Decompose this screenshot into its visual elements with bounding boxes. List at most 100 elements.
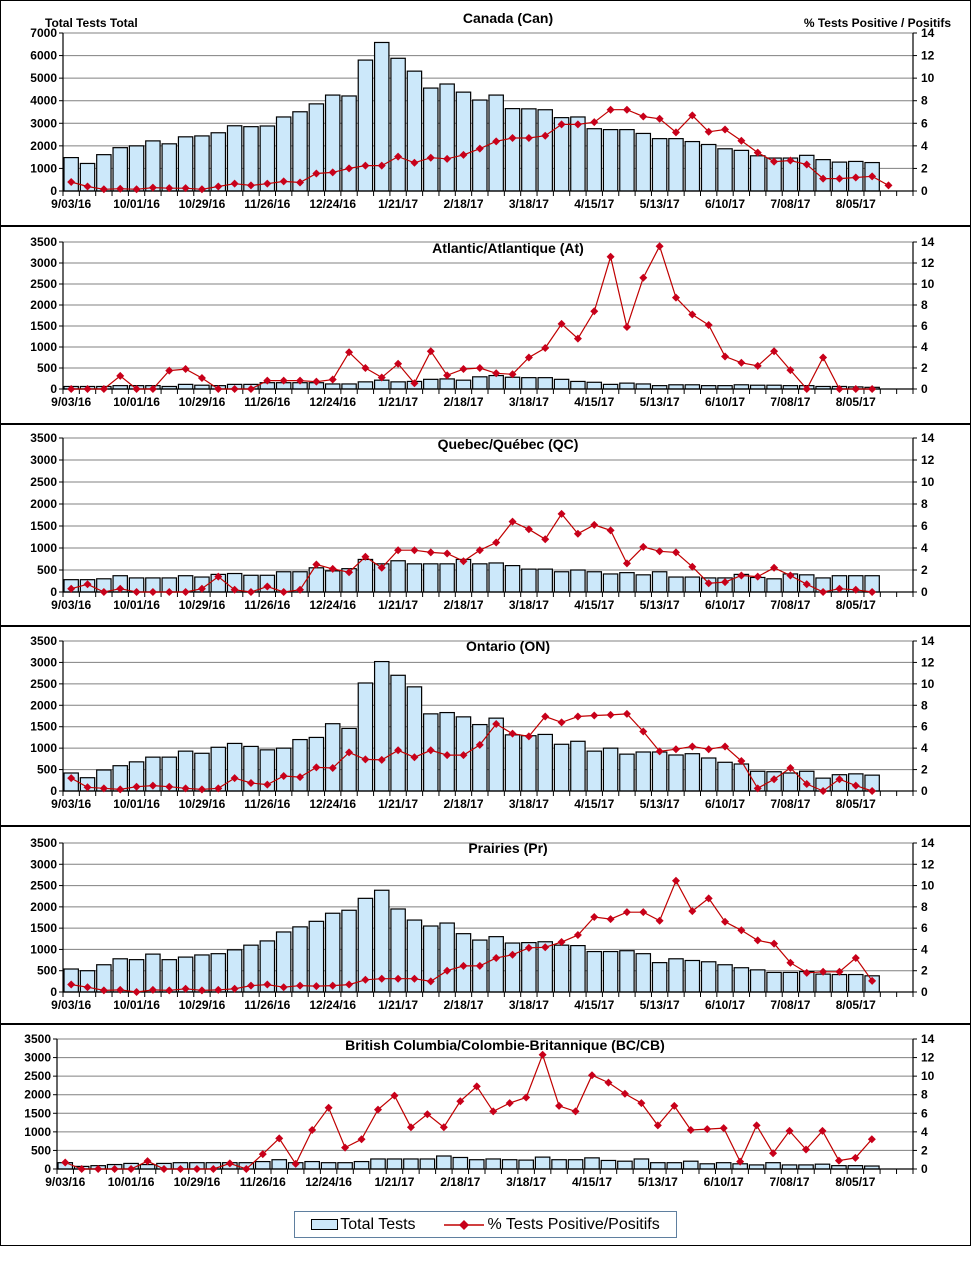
data-point-marker [639, 727, 648, 736]
bar-swatch-icon [311, 1219, 339, 1230]
bar [733, 763, 750, 792]
bar [275, 931, 292, 993]
bar [341, 727, 357, 792]
x-tick-label: 8/05/17 [836, 197, 876, 211]
bar [308, 103, 325, 192]
bar [521, 377, 537, 390]
data-point-marker [345, 348, 354, 357]
bar [161, 143, 178, 192]
bar [521, 108, 537, 192]
bar [320, 1162, 337, 1170]
data-point-marker [83, 182, 92, 191]
data-point-marker [538, 1050, 547, 1059]
data-point-marker [279, 983, 288, 992]
data-point-marker [361, 552, 370, 561]
data-point-marker [394, 359, 403, 368]
x-tick-label: 9/03/16 [51, 395, 91, 409]
data-point-marker [802, 385, 811, 393]
x-tick-label: 1/21/17 [374, 1175, 414, 1189]
data-point-marker [410, 158, 419, 167]
y2-tick-label: 12 [921, 49, 935, 63]
x-tick-label: 12/24/16 [309, 998, 356, 1012]
y2-tick-label: 0 [921, 784, 928, 798]
bar [602, 573, 619, 593]
y-tick-label: 2500 [30, 677, 57, 691]
data-point-marker [753, 361, 762, 370]
data-point-marker [246, 588, 255, 596]
bar [455, 379, 472, 390]
y2-tick-label: 8 [921, 298, 928, 312]
x-tick-label: 1/21/17 [378, 598, 418, 612]
bar [815, 973, 831, 993]
data-point-marker [410, 546, 419, 555]
data-point-marker [263, 179, 272, 188]
bar [831, 973, 848, 993]
data-point-marker [459, 150, 468, 159]
bar [210, 132, 227, 192]
data-point-marker [345, 568, 354, 577]
bar [635, 574, 652, 593]
data-point-marker [802, 780, 811, 789]
data-point-marker [341, 1143, 350, 1152]
bar [570, 380, 586, 390]
bar [668, 576, 684, 593]
y-tick-label: 3000 [30, 256, 57, 270]
data-point-marker [868, 976, 877, 985]
bar [651, 751, 668, 792]
data-point-marker [785, 1126, 794, 1135]
data-point-marker [770, 563, 779, 572]
data-point-marker [308, 1126, 317, 1134]
x-tick-label: 7/08/17 [770, 197, 810, 211]
y-tick-label: 1000 [24, 1125, 51, 1139]
data-point-marker [590, 711, 599, 720]
x-tick-label: 1/21/17 [378, 998, 418, 1012]
data-point-marker [541, 131, 550, 140]
data-point-marker [246, 981, 255, 990]
data-point-marker [83, 983, 92, 992]
data-point-marker [606, 915, 615, 924]
x-tick-label: 5/13/17 [640, 797, 680, 811]
chart-panel-canada: 0 1000 2000 3000 4000 5000 6000 7000 0 2 4 6 8 10 12 14… [0, 0, 971, 226]
data-point-marker [737, 136, 746, 145]
bar [243, 126, 259, 192]
data-point-marker [655, 916, 664, 925]
bar [226, 742, 243, 792]
data-point-marker [622, 908, 631, 917]
data-point-marker [116, 785, 125, 794]
bar [570, 569, 586, 593]
chart-title: British Columbia/Colombie-Britannique (B… [345, 1037, 665, 1053]
data-point-marker [312, 763, 321, 772]
data-point-marker [786, 366, 795, 375]
data-point-marker [588, 1071, 596, 1080]
data-point-marker [181, 365, 190, 374]
bar [586, 750, 603, 792]
data-point-marker [802, 580, 811, 589]
data-point-marker [590, 307, 599, 316]
data-point-marker [328, 375, 337, 384]
bar [423, 378, 439, 390]
bar [717, 964, 733, 993]
bar [324, 570, 341, 593]
bar [749, 969, 766, 993]
bar [177, 383, 194, 390]
bar [733, 149, 750, 192]
data-point-marker [426, 347, 435, 356]
bar [112, 147, 128, 192]
x-tick-label: 10/01/16 [113, 197, 160, 211]
y-tick-label: 3500 [30, 431, 57, 445]
y-tick-label: 3000 [30, 857, 57, 871]
y2-tick-label: 12 [921, 857, 935, 871]
x-tick-label: 6/10/17 [705, 998, 745, 1012]
data-point-marker [851, 585, 860, 594]
data-point-marker [704, 579, 713, 588]
data-point-marker [557, 319, 566, 328]
line-marker-swatch-icon [443, 1219, 484, 1230]
data-point-marker [508, 729, 517, 738]
chart-svg: 0 1000 2000 3000 4000 5000 6000 7000 0 2 4 6 8 10 12 14… [30, 10, 951, 211]
data-point-marker [639, 112, 648, 121]
data-point-marker [456, 1097, 465, 1106]
data-point-marker [148, 781, 157, 790]
bar [748, 1164, 765, 1170]
data-point-marker [67, 385, 76, 393]
y2-tick-label: 12 [921, 453, 935, 467]
